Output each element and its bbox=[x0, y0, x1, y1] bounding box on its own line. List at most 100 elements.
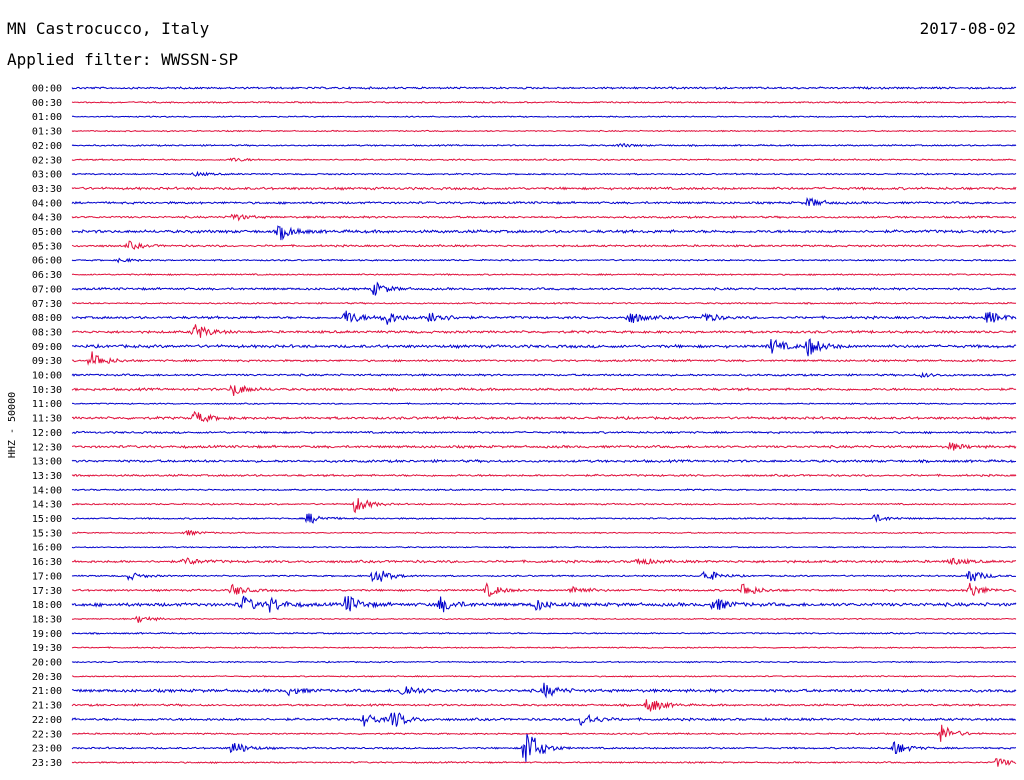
seismic-trace-line bbox=[71, 196, 1017, 207]
seismic-trace-line bbox=[71, 498, 1017, 514]
seismic-trace-line bbox=[71, 170, 1017, 177]
seismic-trace-line bbox=[71, 674, 1017, 678]
time-tick-label: 10:00 bbox=[32, 371, 62, 382]
seismic-trace-line bbox=[71, 631, 1017, 635]
seismic-trace-line bbox=[71, 615, 1017, 623]
time-tick-label: 10:30 bbox=[32, 385, 62, 396]
seismic-trace-line bbox=[71, 100, 1017, 104]
time-tick-label: 22:30 bbox=[32, 729, 62, 740]
seismic-trace-line bbox=[71, 595, 1017, 613]
time-tick-label: 01:30 bbox=[32, 127, 62, 138]
time-tick-label: 05:00 bbox=[32, 227, 62, 238]
seismic-trace-line bbox=[71, 402, 1016, 406]
time-tick-label: 12:00 bbox=[32, 428, 62, 439]
time-tick-label: 06:00 bbox=[32, 256, 62, 267]
seismic-trace-line bbox=[71, 115, 1017, 119]
seismic-trace-line bbox=[71, 733, 1017, 762]
time-tick-label: 14:30 bbox=[32, 500, 62, 511]
time-tick-label: 15:30 bbox=[32, 528, 62, 539]
time-tick-label: 04:00 bbox=[32, 198, 62, 209]
time-tick-label: 20:00 bbox=[32, 658, 62, 669]
seismic-trace-line bbox=[71, 442, 1017, 451]
seismic-trace-line bbox=[72, 724, 1017, 742]
time-tick-label: 18:00 bbox=[32, 600, 62, 611]
seismic-trace-line bbox=[71, 488, 1017, 492]
seismic-trace-line bbox=[71, 143, 1017, 148]
time-tick-label: 04:30 bbox=[32, 213, 62, 224]
seismic-trace-line bbox=[71, 758, 1017, 767]
time-tick-label: 17:30 bbox=[32, 586, 62, 597]
time-tick-label: 03:00 bbox=[32, 170, 62, 181]
seismic-trace-line bbox=[71, 240, 1017, 250]
time-tick-label: 19:30 bbox=[32, 643, 62, 654]
seismic-trace-line bbox=[71, 473, 1017, 478]
time-tick-label: 12:30 bbox=[32, 442, 62, 453]
seismic-trace-line bbox=[71, 384, 1017, 396]
seismic-trace-line bbox=[71, 582, 1017, 597]
seismic-trace-line bbox=[71, 570, 1016, 583]
time-tick-label: 17:00 bbox=[32, 571, 62, 582]
seismic-trace-line bbox=[71, 324, 1017, 338]
time-tick-label: 23:30 bbox=[32, 758, 62, 769]
time-tick-label: 11:00 bbox=[32, 399, 62, 410]
time-tick-label: 07:00 bbox=[32, 284, 62, 295]
time-tick-label: 08:00 bbox=[32, 313, 62, 324]
time-tick-label: 09:00 bbox=[32, 342, 62, 353]
seismic-trace-line bbox=[71, 410, 1017, 423]
time-tick-label: 06:30 bbox=[32, 270, 62, 281]
seismic-trace-line bbox=[71, 257, 1017, 264]
time-tick-label: 13:00 bbox=[32, 457, 62, 468]
seismic-trace-line bbox=[71, 281, 1017, 296]
seismic-trace-line bbox=[71, 273, 1017, 277]
filter-label: Applied filter: WWSSN-SP bbox=[7, 50, 239, 69]
time-tick-label: 02:30 bbox=[32, 155, 62, 166]
date-label: 2017-08-02 bbox=[919, 19, 1016, 38]
time-tick-label: 22:00 bbox=[32, 715, 62, 726]
station-title: MN Castrocucco, Italy bbox=[7, 19, 210, 38]
time-tick-label: 08:30 bbox=[32, 327, 62, 338]
seismic-trace-line bbox=[71, 351, 1017, 366]
time-tick-label: 07:30 bbox=[32, 299, 62, 310]
time-tick-label: 16:00 bbox=[32, 543, 62, 554]
seismic-trace-line bbox=[71, 301, 1017, 305]
time-tick-label: 21:00 bbox=[32, 686, 62, 697]
seismic-trace-line bbox=[71, 545, 1017, 549]
seismic-trace-line bbox=[71, 557, 1017, 566]
time-tick-label: 13:30 bbox=[32, 471, 62, 482]
time-tick-label: 14:00 bbox=[32, 485, 62, 496]
time-tick-label: 21:30 bbox=[32, 701, 62, 712]
time-tick-label: 00:30 bbox=[32, 98, 62, 109]
time-tick-label: 02:00 bbox=[32, 141, 62, 152]
seismic-trace-line bbox=[71, 186, 1017, 191]
seismic-trace-line bbox=[71, 157, 1017, 162]
seismic-trace-line bbox=[71, 699, 1017, 712]
seismic-trace-line bbox=[71, 646, 1017, 649]
seismic-trace-line bbox=[71, 129, 1017, 133]
seismic-trace-line bbox=[71, 338, 1017, 357]
time-tick-label: 15:00 bbox=[32, 514, 62, 525]
seismic-trace-line bbox=[71, 712, 1017, 727]
trace-group bbox=[71, 86, 1017, 767]
seismic-trace-line bbox=[71, 458, 1017, 464]
time-tick-label: 00:00 bbox=[32, 84, 62, 95]
time-tick-label: 23:00 bbox=[32, 744, 62, 755]
seismic-trace-line bbox=[71, 225, 1017, 241]
time-tick-label: 03:30 bbox=[32, 184, 62, 195]
time-tick-label: 01:00 bbox=[32, 112, 62, 123]
time-tick-label: 19:00 bbox=[32, 629, 62, 640]
time-tick-label: 16:30 bbox=[32, 557, 62, 568]
seismic-trace-line bbox=[71, 530, 1017, 537]
seismic-trace-line bbox=[71, 310, 1017, 325]
seismic-trace-line bbox=[71, 430, 1017, 435]
seismic-trace-line bbox=[71, 371, 1016, 379]
seismic-trace-line bbox=[71, 682, 1017, 699]
y-axis-label: HHZ - 50000 bbox=[7, 392, 18, 458]
time-tick-label: 09:30 bbox=[32, 356, 62, 367]
seismic-trace-line bbox=[71, 213, 1017, 222]
seismic-trace-line bbox=[71, 86, 1017, 90]
time-tick-label: 18:30 bbox=[32, 614, 62, 625]
time-tick-label: 05:30 bbox=[32, 241, 62, 252]
seismic-trace-line bbox=[71, 660, 1017, 664]
time-tick-label: 20:30 bbox=[32, 672, 62, 683]
